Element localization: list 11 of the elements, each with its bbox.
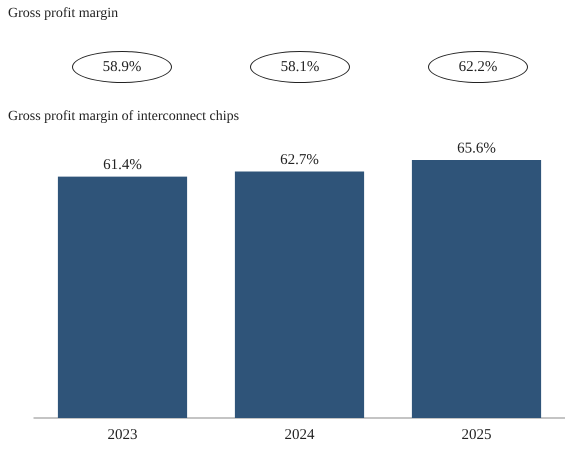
text: Gross profit margin (8, 6, 118, 22)
data-label: 62.7% (280, 152, 319, 168)
data-label: 65.6% (457, 140, 496, 156)
oval-frame: 58.9% (72, 51, 172, 83)
x-tick-label: 2023 (108, 426, 138, 443)
oval-frame: 58.1% (250, 51, 350, 83)
data-label: 61.4% (103, 157, 142, 174)
chart-title: Gross profit margin of interconnect chips (8, 109, 240, 125)
x-tick-label: 2025 (462, 426, 492, 443)
x-tick-label: 2024 (284, 426, 315, 443)
oval-frame: 62.2% (428, 51, 528, 83)
